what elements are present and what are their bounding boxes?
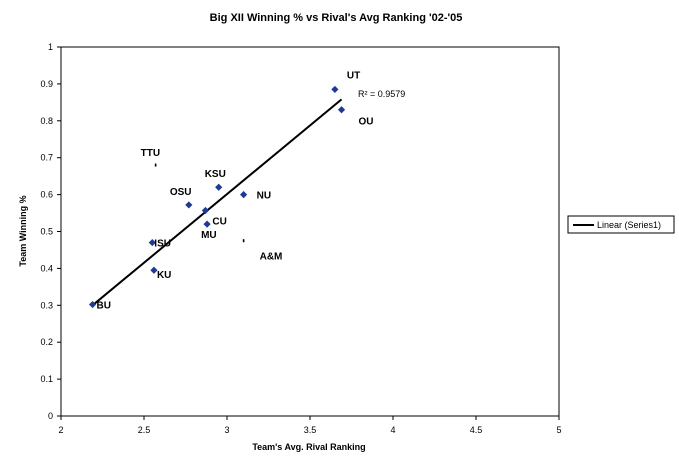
y-tick-label: 0.5 <box>40 227 53 237</box>
x-tick-label: 3 <box>224 425 229 435</box>
data-point-marker <box>240 191 248 199</box>
x-tick-label: 4 <box>390 425 395 435</box>
data-point-label: ISU <box>154 239 171 250</box>
plot-area <box>60 46 560 417</box>
data-point-marker <box>88 300 97 309</box>
x-tick-label: 2 <box>58 425 63 435</box>
data-point-label: KU <box>157 270 171 281</box>
legend: Linear (Series1) <box>567 215 675 234</box>
y-tick-label: 0.3 <box>40 300 53 310</box>
y-tick-label: 0.8 <box>40 116 53 126</box>
data-point-marker <box>150 266 158 274</box>
data-point-marker <box>331 85 339 94</box>
legend-box <box>567 215 675 234</box>
y-tick-label: 0.6 <box>40 190 53 200</box>
data-point-label: OSU <box>170 187 192 198</box>
data-point-marker <box>154 163 157 167</box>
data-points: UT OU TTU KSU NU OSU CU MU A&M ISU KU BU <box>88 70 374 312</box>
data-point-marker <box>148 238 156 247</box>
y-tick-label: 0.7 <box>40 153 53 163</box>
x-axis-label: Team's Avg. Rival Ranking <box>252 442 365 452</box>
data-point-label: KSU <box>205 169 226 180</box>
x-tick-label: 4.5 <box>470 425 483 435</box>
data-point-marker <box>215 183 223 191</box>
chart-title: Big XII Winning % vs Rival's Avg Ranking… <box>210 12 463 24</box>
legend-label: Linear (Series1) <box>597 220 661 230</box>
y-tick-label: 0.9 <box>40 79 53 89</box>
y-tick-label: 0.2 <box>40 337 53 347</box>
data-point-label: A&M <box>260 252 283 263</box>
trendline <box>91 98 343 307</box>
y-axis-label: Team Winning % <box>18 195 28 266</box>
y-tick-label: 0.4 <box>40 263 53 273</box>
data-point-label: TTU <box>141 148 160 159</box>
data-point-marker <box>242 239 245 243</box>
y-tick-label: 1 <box>48 42 53 52</box>
data-point-marker <box>337 106 346 114</box>
y-tick-label: 0.1 <box>40 374 53 384</box>
x-tick-label: 2.5 <box>138 425 151 435</box>
data-point-label: MU <box>201 230 217 241</box>
data-point-label: UT <box>347 70 360 81</box>
y-tick-label: 0 <box>48 411 53 421</box>
data-point-marker <box>201 206 210 215</box>
data-point-label: CU <box>212 216 226 227</box>
r-squared-label: R² = 0.9579 <box>358 89 405 99</box>
x-tick-label: 5 <box>556 425 561 435</box>
y-axis: 0 0.1 0.2 0.3 0.4 0.5 0.6 0.7 0.8 0.9 1 <box>40 42 61 421</box>
x-tick-label: 3.5 <box>304 425 317 435</box>
x-axis: 2 2.5 3 3.5 4 4.5 5 <box>58 416 562 435</box>
data-point-marker <box>203 220 211 228</box>
data-point-label: NU <box>257 191 271 202</box>
data-point-marker <box>185 201 193 209</box>
data-point-label: OU <box>359 117 374 128</box>
data-point-label: BU <box>97 301 111 312</box>
